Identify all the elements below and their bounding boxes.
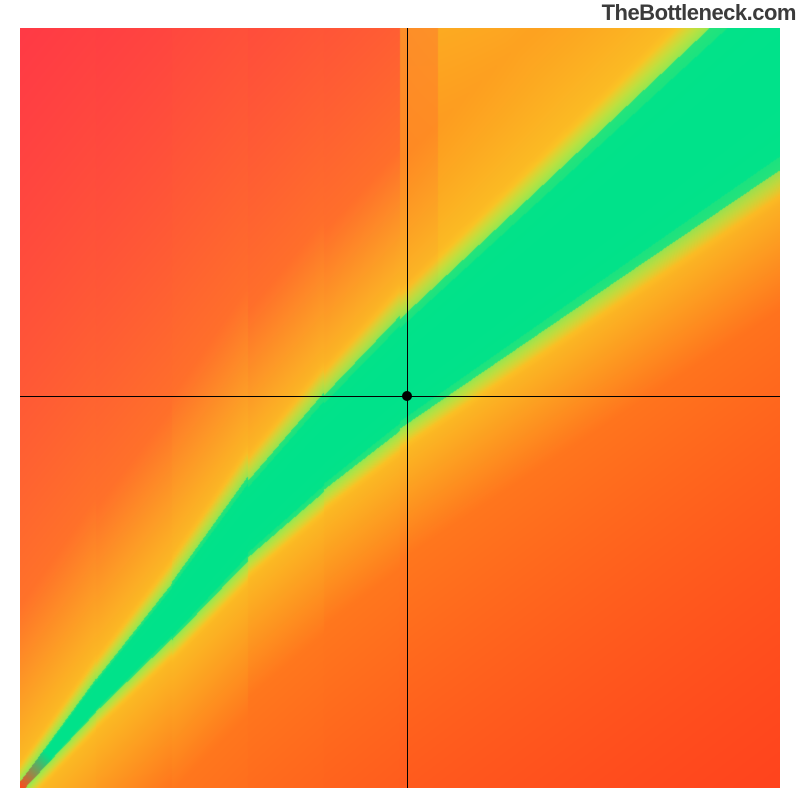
attribution-text: TheBottleneck.com <box>602 0 796 26</box>
heatmap-canvas <box>20 28 780 788</box>
crosshair-horizontal <box>20 396 780 397</box>
chart-container: TheBottleneck.com <box>0 0 800 800</box>
crosshair-vertical <box>407 28 408 788</box>
crosshair-marker <box>402 391 412 401</box>
